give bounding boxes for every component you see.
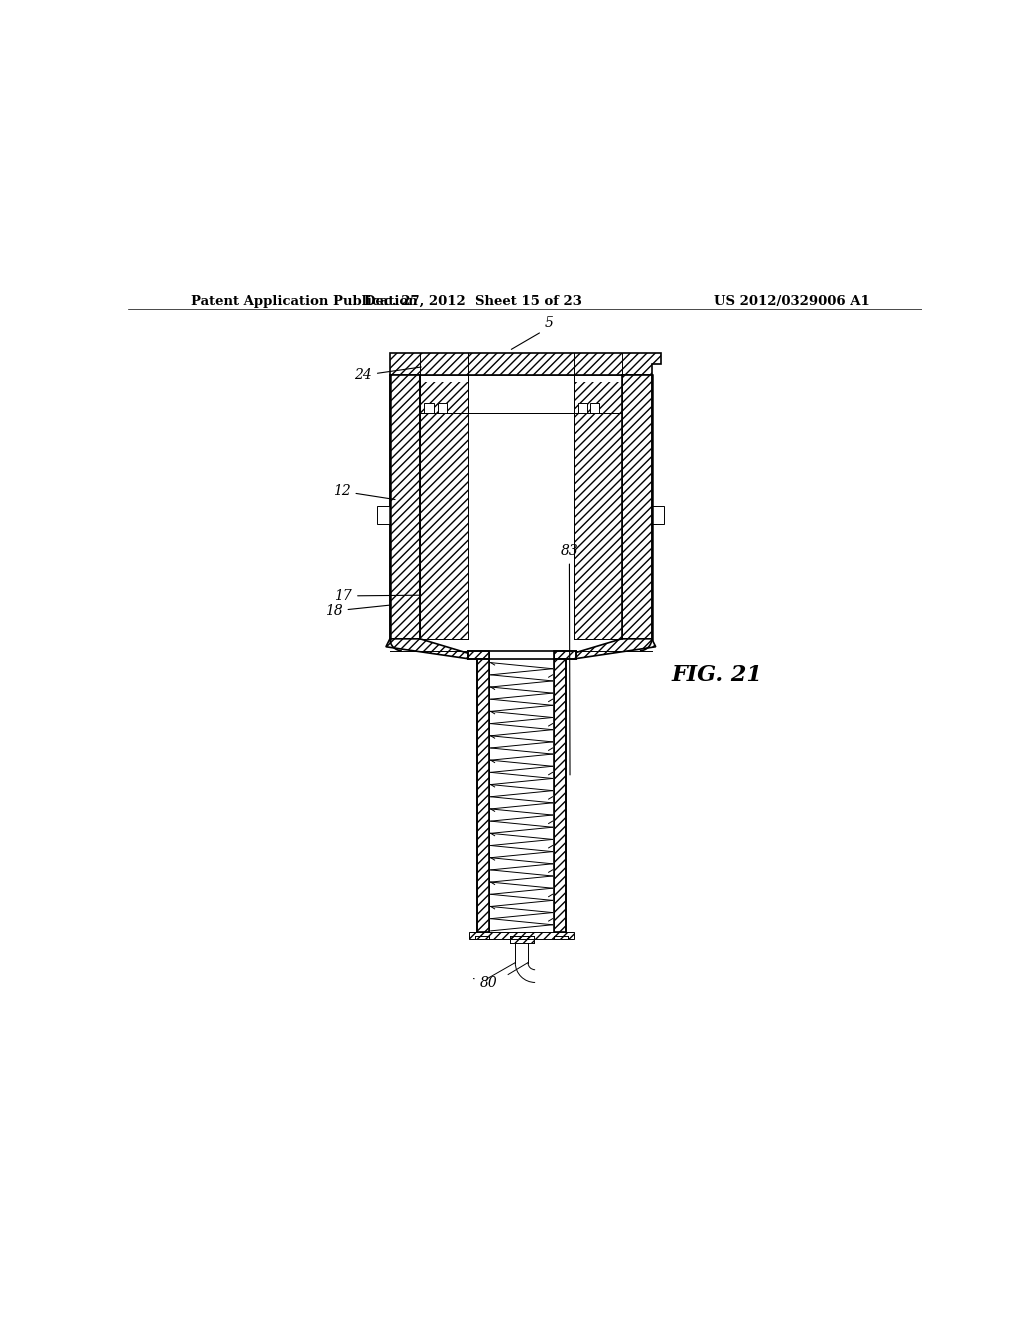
Polygon shape [554,651,575,659]
Bar [477,659,489,932]
Bar [652,507,665,524]
Text: US 2012/0329006 A1: US 2012/0329006 A1 [715,296,870,308]
Bar [420,375,468,639]
Bar [469,932,574,939]
Bar [554,936,568,939]
Bar [424,403,433,413]
Bar [578,403,588,413]
Text: 17: 17 [334,589,420,603]
Bar [469,932,574,939]
Polygon shape [386,639,477,659]
Bar [475,936,489,939]
Text: 18: 18 [325,605,391,618]
Bar [437,403,447,413]
Bar [574,375,622,639]
Bar [420,375,468,413]
Text: Dec. 27, 2012  Sheet 15 of 23: Dec. 27, 2012 Sheet 15 of 23 [365,296,583,308]
Bar [590,403,599,413]
Text: 12: 12 [333,484,395,499]
Text: FIG. 21: FIG. 21 [672,664,763,685]
Bar [468,375,574,639]
Bar [554,936,568,939]
Text: 83: 83 [560,544,579,775]
Bar [574,375,622,413]
Bar [622,375,652,639]
Bar [377,507,390,524]
Polygon shape [468,651,489,659]
Bar [390,375,420,639]
Bar [475,936,489,939]
Text: Patent Application Publication: Patent Application Publication [191,296,418,308]
Bar [574,375,622,413]
Bar [574,375,622,639]
Bar [574,375,622,383]
Polygon shape [566,639,655,659]
Bar [477,659,489,932]
Bar [554,659,566,932]
Bar [554,659,566,932]
Bar [510,936,534,942]
Bar [420,375,468,639]
Bar [390,375,420,639]
Text: 80: 80 [473,977,498,990]
Polygon shape [390,354,662,375]
Bar [622,375,652,639]
Bar [468,375,574,413]
Bar [622,375,652,639]
Text: 24: 24 [354,367,421,383]
Text: 5: 5 [511,315,554,350]
Bar [420,375,468,383]
Bar [420,375,468,413]
